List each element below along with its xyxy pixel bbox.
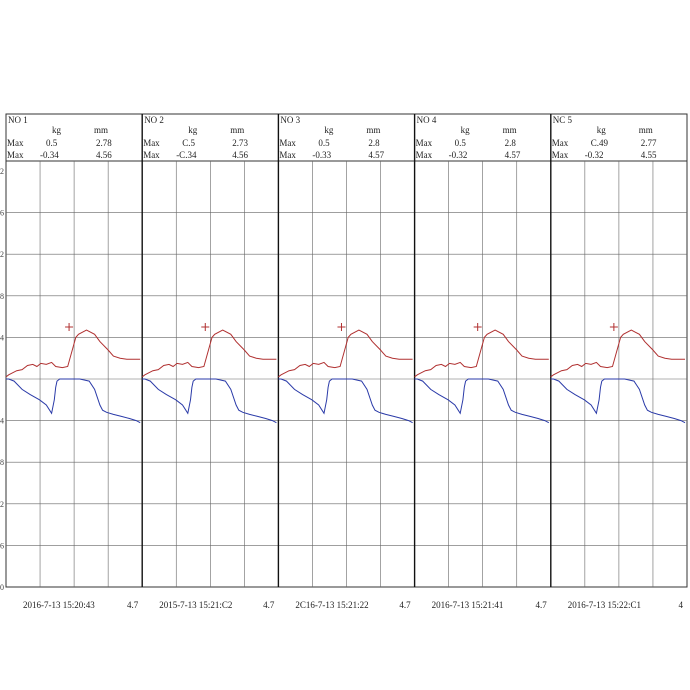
y-tick-label: 2 (0, 500, 4, 509)
peak-marker (65, 323, 74, 331)
panel-label: NO 4 (417, 115, 437, 125)
panel-footer-value: 4.7 (536, 600, 548, 610)
min-disp-value: 4.56 (232, 150, 248, 160)
min-disp-value: 4.57 (505, 150, 521, 160)
y-tick-label: 4 (0, 333, 4, 342)
peak-marker (201, 323, 210, 331)
row-label-max: Max (552, 138, 569, 148)
min-disp-value: 4.56 (96, 150, 112, 160)
disp-unit-header: mm (503, 125, 517, 135)
row-label-min: Max (7, 150, 24, 160)
disp-unit-header: mm (230, 125, 244, 135)
panel-timestamp: 2016-7-13 15:22:C1 (568, 600, 641, 610)
force-unit-header: kg (597, 125, 607, 135)
max-disp-value: 2.8 (505, 138, 517, 148)
panel-timestamp: 2015-7-13 15:21:C2 (159, 600, 232, 610)
displacement-curve (550, 378, 686, 424)
max-disp-value: 2.77 (641, 138, 657, 148)
peak-marker (609, 323, 618, 331)
y-tick-label: 2 (0, 167, 4, 176)
force-unit-header: kg (52, 125, 62, 135)
force-curve (141, 329, 277, 378)
y-tick-label: 6 (0, 541, 4, 550)
force-curve (278, 329, 413, 378)
row-label-max: Max (279, 138, 296, 148)
max-disp-value: 2.73 (232, 138, 248, 148)
panel-footer-value: 4.7 (263, 600, 275, 610)
min-disp-value: 4.57 (368, 150, 384, 160)
row-label-min: Max (416, 150, 433, 160)
panel-timestamp: 2016-7-13 15:21:41 (432, 600, 504, 610)
disp-unit-header: mm (639, 125, 653, 135)
displacement-curve (278, 378, 413, 424)
force-unit-header: kg (324, 125, 334, 135)
force-curve (550, 329, 685, 378)
panel-footer-value: 4.7 (127, 600, 139, 610)
min-force-value: -0.34 (40, 150, 59, 160)
disp-unit-header: mm (366, 125, 380, 135)
panel-label: NC 5 (553, 115, 573, 125)
y-tick-label: 0 (0, 583, 4, 592)
max-force-value: 0.5 (46, 138, 58, 148)
panel-timestamp: 2C16-7-13 15:21:22 (295, 600, 368, 610)
y-tick-label: 8 (0, 458, 4, 467)
row-label-min: Max (552, 150, 569, 160)
max-disp-value: 2.8 (368, 138, 380, 148)
panel-label: NO 2 (144, 115, 164, 125)
min-force-value: -0.32 (449, 150, 468, 160)
max-force-value: 0.5 (455, 138, 467, 148)
max-force-value: 0.5 (318, 138, 330, 148)
displacement-curve (414, 378, 550, 424)
displacement-curve (6, 378, 141, 424)
force-curve (414, 329, 549, 378)
panel-label: NO 1 (8, 115, 28, 125)
min-force-value: -C.34 (176, 150, 197, 160)
row-label-min: Max (143, 150, 160, 160)
min-force-value: -0.32 (585, 150, 604, 160)
min-disp-value: 4.55 (641, 150, 657, 160)
force-unit-header: kg (188, 125, 198, 135)
disp-unit-header: mm (94, 125, 108, 135)
row-label-min: Max (279, 150, 296, 160)
panel-footer-value: 4 (679, 600, 684, 610)
panel-label: NO 3 (280, 115, 300, 125)
y-tick-label: 4 (0, 417, 4, 426)
force-curve (5, 329, 141, 378)
peak-marker (337, 323, 346, 331)
force-unit-header: kg (461, 125, 471, 135)
max-force-value: C.5 (182, 138, 195, 148)
row-label-max: Max (143, 138, 160, 148)
max-disp-value: 2.78 (96, 138, 112, 148)
y-tick-label: 6 (0, 209, 4, 218)
row-label-max: Max (416, 138, 433, 148)
peak-marker (473, 323, 482, 331)
y-tick-label: 8 (0, 292, 4, 301)
min-force-value: -0.33 (312, 150, 331, 160)
y-tick-label: 2 (0, 250, 4, 259)
max-force-value: C.49 (591, 138, 609, 148)
displacement-curve (142, 378, 277, 424)
panel-footer-value: 4.7 (399, 600, 411, 610)
panel-timestamp: 2016-7-13 15:20:43 (23, 600, 95, 610)
row-label-max: Max (7, 138, 24, 148)
